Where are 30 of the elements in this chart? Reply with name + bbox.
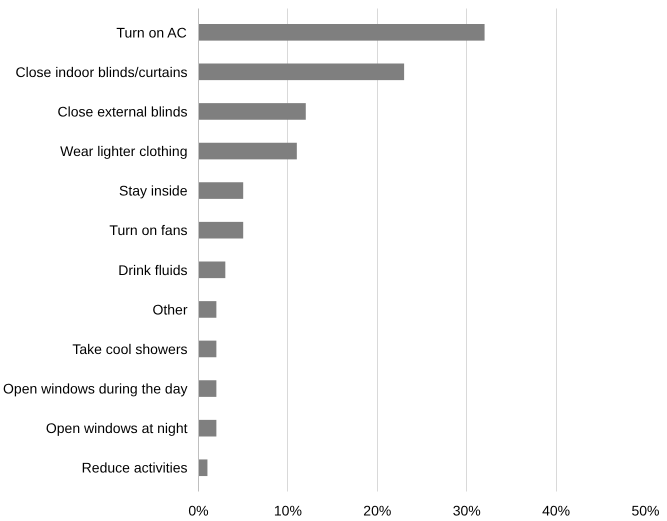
x-tick-label: 30% xyxy=(452,502,481,518)
y-tick-label: Open windows during the day xyxy=(3,380,188,397)
y-tick-label: Turn on fans xyxy=(109,222,188,238)
x-tick-label: 40% xyxy=(542,502,570,518)
bar xyxy=(198,301,216,318)
bar xyxy=(198,380,216,397)
y-tick-label: Open windows at night xyxy=(46,420,188,436)
y-tick-label: Take cool showers xyxy=(72,340,188,357)
y-tick-label: Reduce activities xyxy=(82,460,188,476)
y-tick-label: Stay inside xyxy=(119,182,188,199)
x-tick-label: 10% xyxy=(274,502,302,518)
bar xyxy=(198,261,226,278)
x-tick-label: 50% xyxy=(631,502,660,518)
bar xyxy=(198,222,244,239)
bar xyxy=(198,24,485,41)
x-tick-label: 20% xyxy=(363,502,392,518)
bar xyxy=(198,64,404,80)
bar xyxy=(198,142,297,160)
bar xyxy=(198,420,216,436)
y-tick-label: Turn on AC xyxy=(116,24,187,40)
y-tick-label: Drink fluids xyxy=(118,262,188,278)
y-tick-label: Close indoor blinds/curtains xyxy=(16,64,188,80)
x-tick-label: 0% xyxy=(188,502,209,518)
y-tick-label: Wear lighter clothing xyxy=(60,143,188,160)
y-tick-label: Close external blinds xyxy=(58,103,188,120)
bar xyxy=(198,459,208,476)
bar xyxy=(198,103,306,120)
y-tick-label: Other xyxy=(152,301,188,318)
bar xyxy=(198,182,244,199)
bar xyxy=(198,340,216,358)
